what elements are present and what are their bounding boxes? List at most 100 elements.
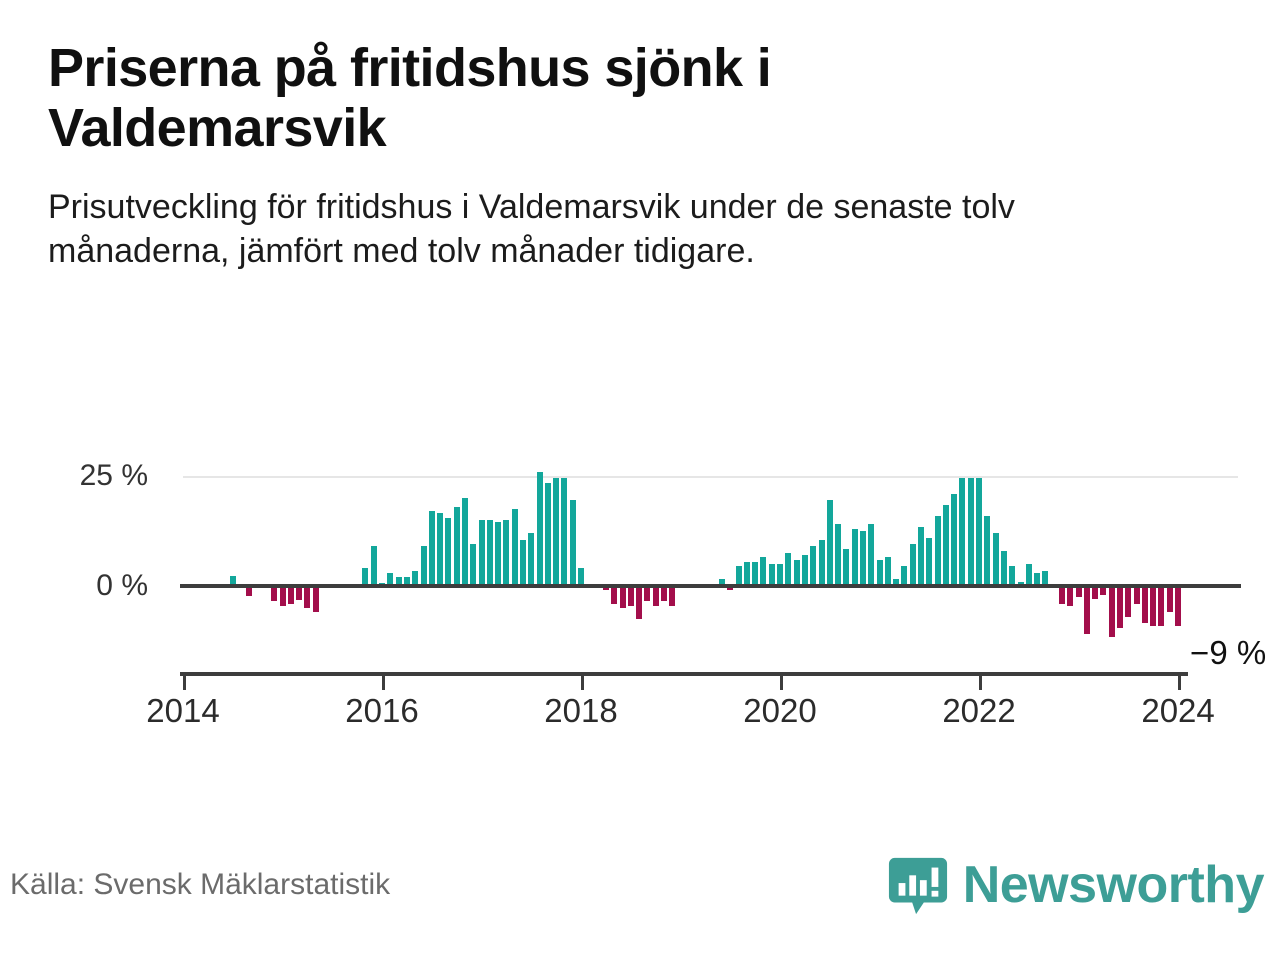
bar — [1133, 586, 1140, 604]
bar — [777, 564, 784, 586]
bar — [768, 564, 775, 586]
page-subtitle: Prisutveckling för fritidshus i Valdemar… — [48, 187, 1015, 271]
bar — [619, 586, 626, 608]
bar — [1125, 586, 1132, 617]
bar — [602, 586, 609, 591]
bar — [304, 586, 311, 608]
bar — [420, 546, 427, 586]
bar — [752, 561, 759, 586]
bar — [1083, 586, 1090, 635]
last-value-annotation: −9 % — [1190, 633, 1267, 671]
bar — [934, 515, 941, 586]
bar — [627, 586, 634, 606]
bar — [495, 522, 502, 586]
bar — [536, 471, 543, 586]
x-axis-tick-2020 — [780, 676, 784, 690]
bar — [544, 482, 551, 586]
bar — [561, 478, 568, 586]
bar — [884, 557, 891, 586]
bar — [951, 493, 958, 586]
bar — [578, 568, 585, 586]
bar — [1166, 586, 1173, 613]
y-axis-label-0: 0 % — [96, 569, 148, 602]
bar — [743, 561, 750, 586]
chart-footer: Källa: Svensk Mäklarstatistik Newsworthy — [0, 840, 1280, 960]
bar — [370, 545, 377, 586]
page-title: Priserna på fritidshus sjönk i Valdemars… — [48, 38, 772, 159]
x-axis-label-2024: 2024 — [1141, 692, 1215, 729]
bar — [279, 586, 286, 606]
x-axis-tick-2016 — [382, 676, 385, 690]
x-axis-tick-2014 — [183, 676, 186, 690]
bar — [652, 586, 659, 606]
bar — [428, 511, 435, 586]
bar — [926, 537, 933, 586]
bar — [461, 498, 468, 586]
bar — [760, 557, 767, 586]
bar — [312, 586, 319, 612]
newsworthy-logo[interactable]: Newsworthy — [887, 854, 1265, 916]
bar — [611, 586, 618, 604]
bar — [1067, 586, 1074, 606]
bar — [1034, 572, 1041, 586]
source-note: Källa: Svensk Mäklarstatistik — [10, 868, 391, 901]
bar — [503, 520, 510, 586]
bar — [959, 478, 966, 586]
brand-name: Newsworthy — [962, 856, 1265, 914]
bar — [569, 500, 576, 586]
bar — [271, 586, 278, 602]
x-axis-label-2016: 2016 — [345, 692, 419, 729]
bar — [1009, 566, 1016, 586]
bar — [395, 577, 402, 586]
bar — [362, 568, 369, 586]
bar — [826, 500, 833, 586]
bar — [835, 524, 842, 586]
bar — [1025, 564, 1032, 586]
chart-plot-area: 25 % 0 % 2014 2016 2018 2020 2022 2024 −9 % — [0, 440, 1280, 760]
bar — [859, 531, 866, 586]
x-axis-label-2022: 2022 — [942, 692, 1016, 729]
bar — [1000, 550, 1007, 586]
bar — [909, 544, 916, 586]
bar — [843, 548, 850, 586]
bar — [1100, 586, 1107, 595]
bar — [636, 586, 643, 619]
x-axis-line — [180, 672, 1188, 676]
bar — [735, 566, 742, 586]
bar — [876, 559, 883, 586]
bar — [644, 586, 651, 602]
bar — [412, 570, 419, 586]
x-axis-tick-2024 — [1178, 676, 1182, 690]
bar — [851, 528, 858, 586]
bar — [520, 539, 526, 586]
bar — [1175, 586, 1182, 626]
bar — [719, 579, 726, 586]
bar — [403, 577, 410, 586]
bar — [387, 572, 394, 586]
chart-bubble-icon — [887, 854, 949, 916]
x-axis-label-2014: 2014 — [146, 692, 220, 729]
bar — [1042, 570, 1049, 586]
bar — [1150, 586, 1157, 626]
y-axis-label-25: 25 % — [79, 459, 148, 492]
bar — [511, 509, 518, 586]
bar — [801, 555, 808, 586]
bar — [810, 546, 817, 586]
bar — [553, 478, 560, 586]
bar — [669, 586, 676, 606]
bar — [1108, 586, 1115, 637]
x-axis-tick-2022 — [979, 676, 983, 690]
bar — [486, 520, 493, 586]
bar — [287, 586, 294, 604]
bar — [445, 517, 452, 586]
bar — [528, 533, 535, 586]
bar — [246, 586, 253, 596]
bar-chart: 25 % 0 % 2014 2016 2018 2020 2022 2024 −9 % — [0, 440, 1280, 760]
bar — [918, 526, 925, 586]
bar — [901, 566, 908, 586]
bar — [785, 553, 792, 586]
bar — [478, 520, 485, 586]
x-axis-label-2018: 2018 — [544, 692, 618, 729]
bar — [1158, 586, 1165, 626]
bar — [793, 559, 800, 586]
